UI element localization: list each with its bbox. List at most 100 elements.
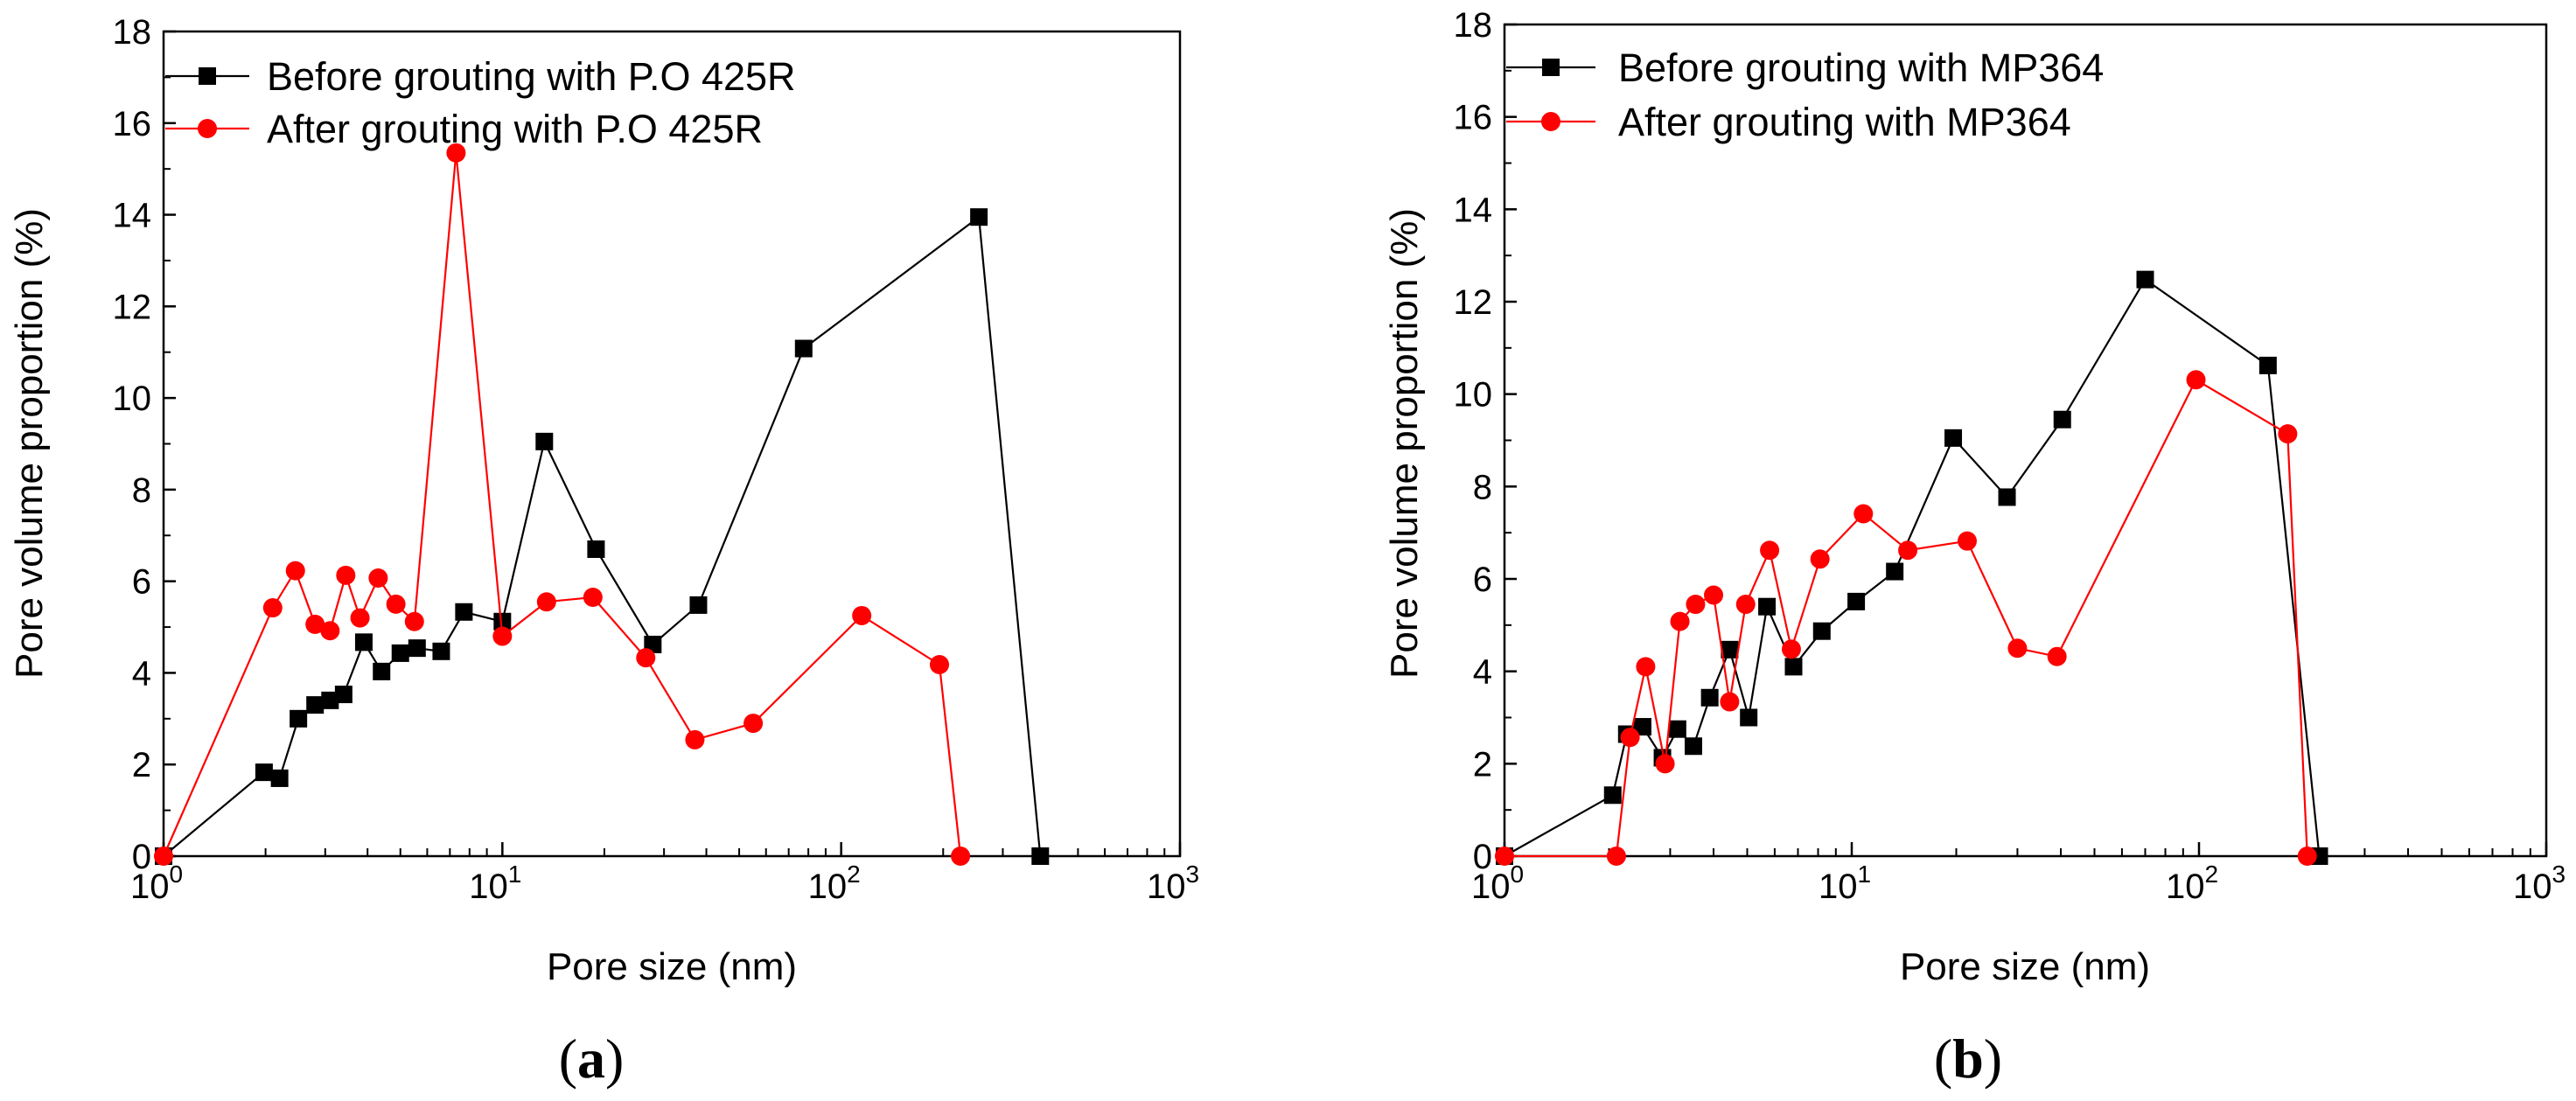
chart-b-series-2-point [2007,638,2028,659]
chart-b-series-1-point [1633,718,1651,736]
chart-b-y-tick-label: 4 [1473,653,1492,692]
chart-a-series-1-point [391,644,409,662]
chart-a-series-2-point [583,588,603,608]
chart-b-series-2-point [2278,424,2298,444]
chart-b-series-1-point [1721,640,1739,659]
chart-a-series-1-point [970,208,988,226]
chart-a-x-tick-label: 100 [130,861,183,906]
chart-a-legend-item-2: After grouting with P.O 425R [165,107,763,151]
chart-a-y-tick-label: 18 [113,13,152,52]
chart-b-x-axis-title: Pore size (nm) [1900,945,2150,988]
chart-b-series-2-point [1735,595,1756,615]
chart-a-series-2-point [368,568,388,588]
chart-a-series-1-point [432,642,450,660]
chart-b-legend-item-2: After grouting with MP364 [1506,100,2071,144]
chart-b-plot-frame [1503,23,2548,858]
chart-b-series-2-point [1720,692,1740,712]
chart-a-y-tick-label: 8 [132,471,151,510]
chart-b-series-2-point [1620,728,1640,748]
chart-panel-b: 0 2 4 6 8 10 12 14 16 18 100 101 102 103 Before grout… [1383,6,2566,1090]
chart-a-series-2-point [285,561,305,581]
chart-a-series-1-line [163,215,1042,857]
chart-b-series-2-point [1781,639,1801,659]
chart-a-legend-marker [198,119,217,138]
chart-b-series-2-point [1636,657,1656,677]
chart-a-panel-letter: a [577,1028,605,1090]
chart-b-series-1-point [1700,688,1719,707]
chart-a-series-2-point [154,847,173,866]
chart-a-series-1-point [373,662,391,680]
chart-a-series-2-point [536,592,556,612]
chart-a-series-2-point [852,605,872,625]
chart-a-panel-label: (a) [559,1028,625,1090]
chart-a-series-2-point [320,621,340,641]
chart-a-x-tick-label: 102 [808,861,861,906]
chart-b-y-axis-title: Pore volume proportion (%) [1383,208,1426,679]
chart-a-series-1-point [334,686,353,704]
chart-a-y-tick-label: 6 [132,563,151,602]
chart-b-x-tick-label: 103 [2513,861,2566,906]
chart-b-series-1-point [1603,786,1622,805]
chart-a-y-axis-title: Pore volume proportion (%) [8,208,51,679]
chart-b-y-tick-label: 8 [1473,468,1492,506]
chart-a-series-2-point [336,565,356,585]
chart-a-series-1-point [587,540,605,558]
chart-b-legend-marker [1541,112,1560,131]
chart-b-y-tick-label: 2 [1473,745,1492,784]
chart-a-series-1-point [455,603,473,621]
chart-a-series-1-point [321,691,339,709]
chart-a-series-1-point [290,709,308,728]
chart-b-series-2-point [1495,847,1514,866]
chart-a-series-2-point [386,594,406,614]
chart-b-series-2-point [2047,646,2067,666]
chart-a-series-1-point [689,596,708,614]
chart-a-series-2-point [262,598,283,618]
chart-a-legend-item-1: Before grouting with P.O 425R [165,54,796,99]
chart-b-legend-marker [1542,59,1560,76]
chart-panel-a: 0 2 4 6 8 10 12 14 16 18 100 101 102 103 Before grout… [8,13,1199,1090]
chart-b-y-tick-label: 12 [1454,283,1493,322]
chart-b-series-2-point [1898,540,1918,561]
chart-a-y-tick-label: 2 [132,746,151,784]
chart-b-series-2-point [1686,595,1706,615]
chart-a-series [154,143,1050,866]
chart-a-y-tick-label: 0 [132,838,151,876]
chart-a-legend-label: Before grouting with P.O 425R [267,54,796,99]
chart-b-y-tick-label: 16 [1454,99,1493,137]
chart-a-series-1-point [354,633,373,652]
chart-b-series-2-point [1957,531,1977,551]
chart-b-legend: Before grouting with MP364 After grouting… [1506,45,2104,144]
chart-b-series-1-point [1847,592,1866,610]
chart-a-series-2-point [305,614,325,634]
chart-b-series-2-point [1810,549,1830,569]
chart-b-series-1-point [2053,410,2071,429]
chart-b-legend-label: After grouting with MP364 [1618,100,2071,144]
chart-b-series-1-point [1998,488,2016,506]
chart-b-x-tick-label: 100 [1471,861,1524,906]
chart-a-legend-marker [199,67,216,85]
chart-b-series-1-point [1740,708,1758,727]
chart-a-series-1-point [255,763,273,782]
chart-a-series-2-point [930,655,950,675]
chart-b-panel-label: (b) [1934,1028,2002,1090]
chart-b-y-tick-label: 10 [1454,376,1493,415]
chart-a-x-axis-title: Pore size (nm) [547,945,797,988]
chart-b-series-1-point [1886,562,1904,581]
chart-a-legend-label: After grouting with P.O 425R [267,107,763,151]
chart-b-x-tick-label: 101 [1819,861,1871,906]
chart-a-series-2-point [636,648,656,668]
chart-a-series-1-point [270,769,289,787]
chart-a-series-1-point [1031,847,1050,865]
chart-a-y-tick-label: 4 [132,654,151,693]
chart-a-series-2-point [743,714,764,734]
chart-b-series-2-point [1606,847,1626,866]
chart-a-series-1-point [794,339,813,358]
chart-b-series-2-point [2297,847,2317,866]
chart-b-y-tick-label: 6 [1473,561,1492,599]
chart-b-series-2-point [1760,540,1780,561]
chart-a-y-tick-label: 12 [113,288,152,326]
chart-b-series-1-point [1944,429,1963,447]
chart-a-legend: Before grouting with P.O 425R After grout… [165,54,796,151]
chart-b-series-2-point [1655,754,1675,774]
